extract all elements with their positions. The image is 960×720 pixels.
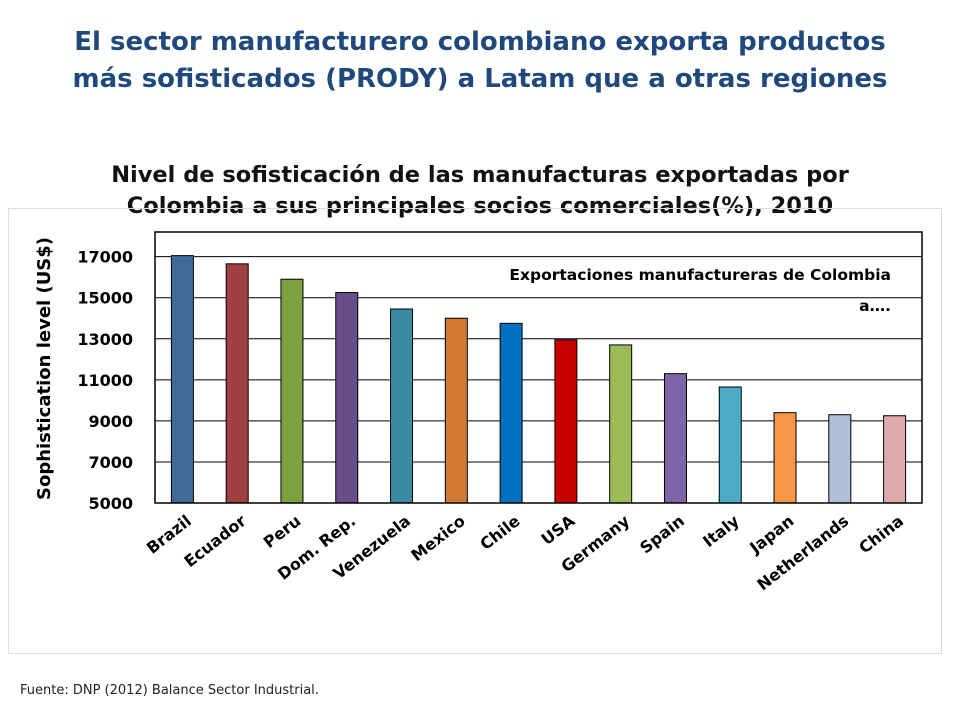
bar-venezuela [390,308,414,504]
chart-title: Nivel de sofisticación de las manufactur… [111,162,849,219]
x-tick-label: Italy [699,511,743,551]
bar-chile [499,322,523,504]
x-tick-label: Peru [260,511,305,552]
bar-italy [718,386,742,504]
y-tick-label: 13000 [77,330,133,349]
bar-mexico [444,317,468,504]
x-tick-label: Mexico [407,511,468,565]
bar-japan [773,412,797,504]
x-tick-label: Netherlands [753,511,852,594]
x-tick-label: USA [538,511,579,549]
bar-ecuador [225,263,249,504]
y-tick-label: 9000 [88,412,133,431]
x-tick-label: Spain [636,511,688,557]
bar-china [883,415,907,504]
bar-peru [280,278,304,504]
bar-dom-rep [335,292,359,504]
source-note: Fuente: DNP (2012) Balance Sector Indust… [20,683,319,698]
plot-area [154,231,923,504]
y-tick-label: 17000 [77,248,133,267]
x-tick-label: Chile [476,511,523,554]
y-axis-label: Sophistication level (US$) [34,237,55,500]
x-tick-label: Ecuador [180,511,249,571]
x-tick-label: China [855,511,907,557]
bar-spain [663,373,687,504]
chart-annotation-line2: a…. [859,297,891,315]
y-tick-label: 11000 [77,371,133,390]
bar-brazil [170,255,194,504]
slide-title: El sector manufacturero colombiano expor… [72,27,888,94]
bar-netherlands [828,414,852,504]
bar-usa [554,339,578,504]
y-tick-label: 5000 [88,494,133,513]
bar-germany [609,344,633,504]
chart-area: 5000 7000 9000 11000 13000 15000 17000 Brazil E… [8,208,942,654]
y-tick-label: 15000 [77,289,133,308]
chart-annotation-line1: Exportaciones manufactureras de Colombia [509,266,891,284]
y-tick-label: 7000 [88,453,133,472]
